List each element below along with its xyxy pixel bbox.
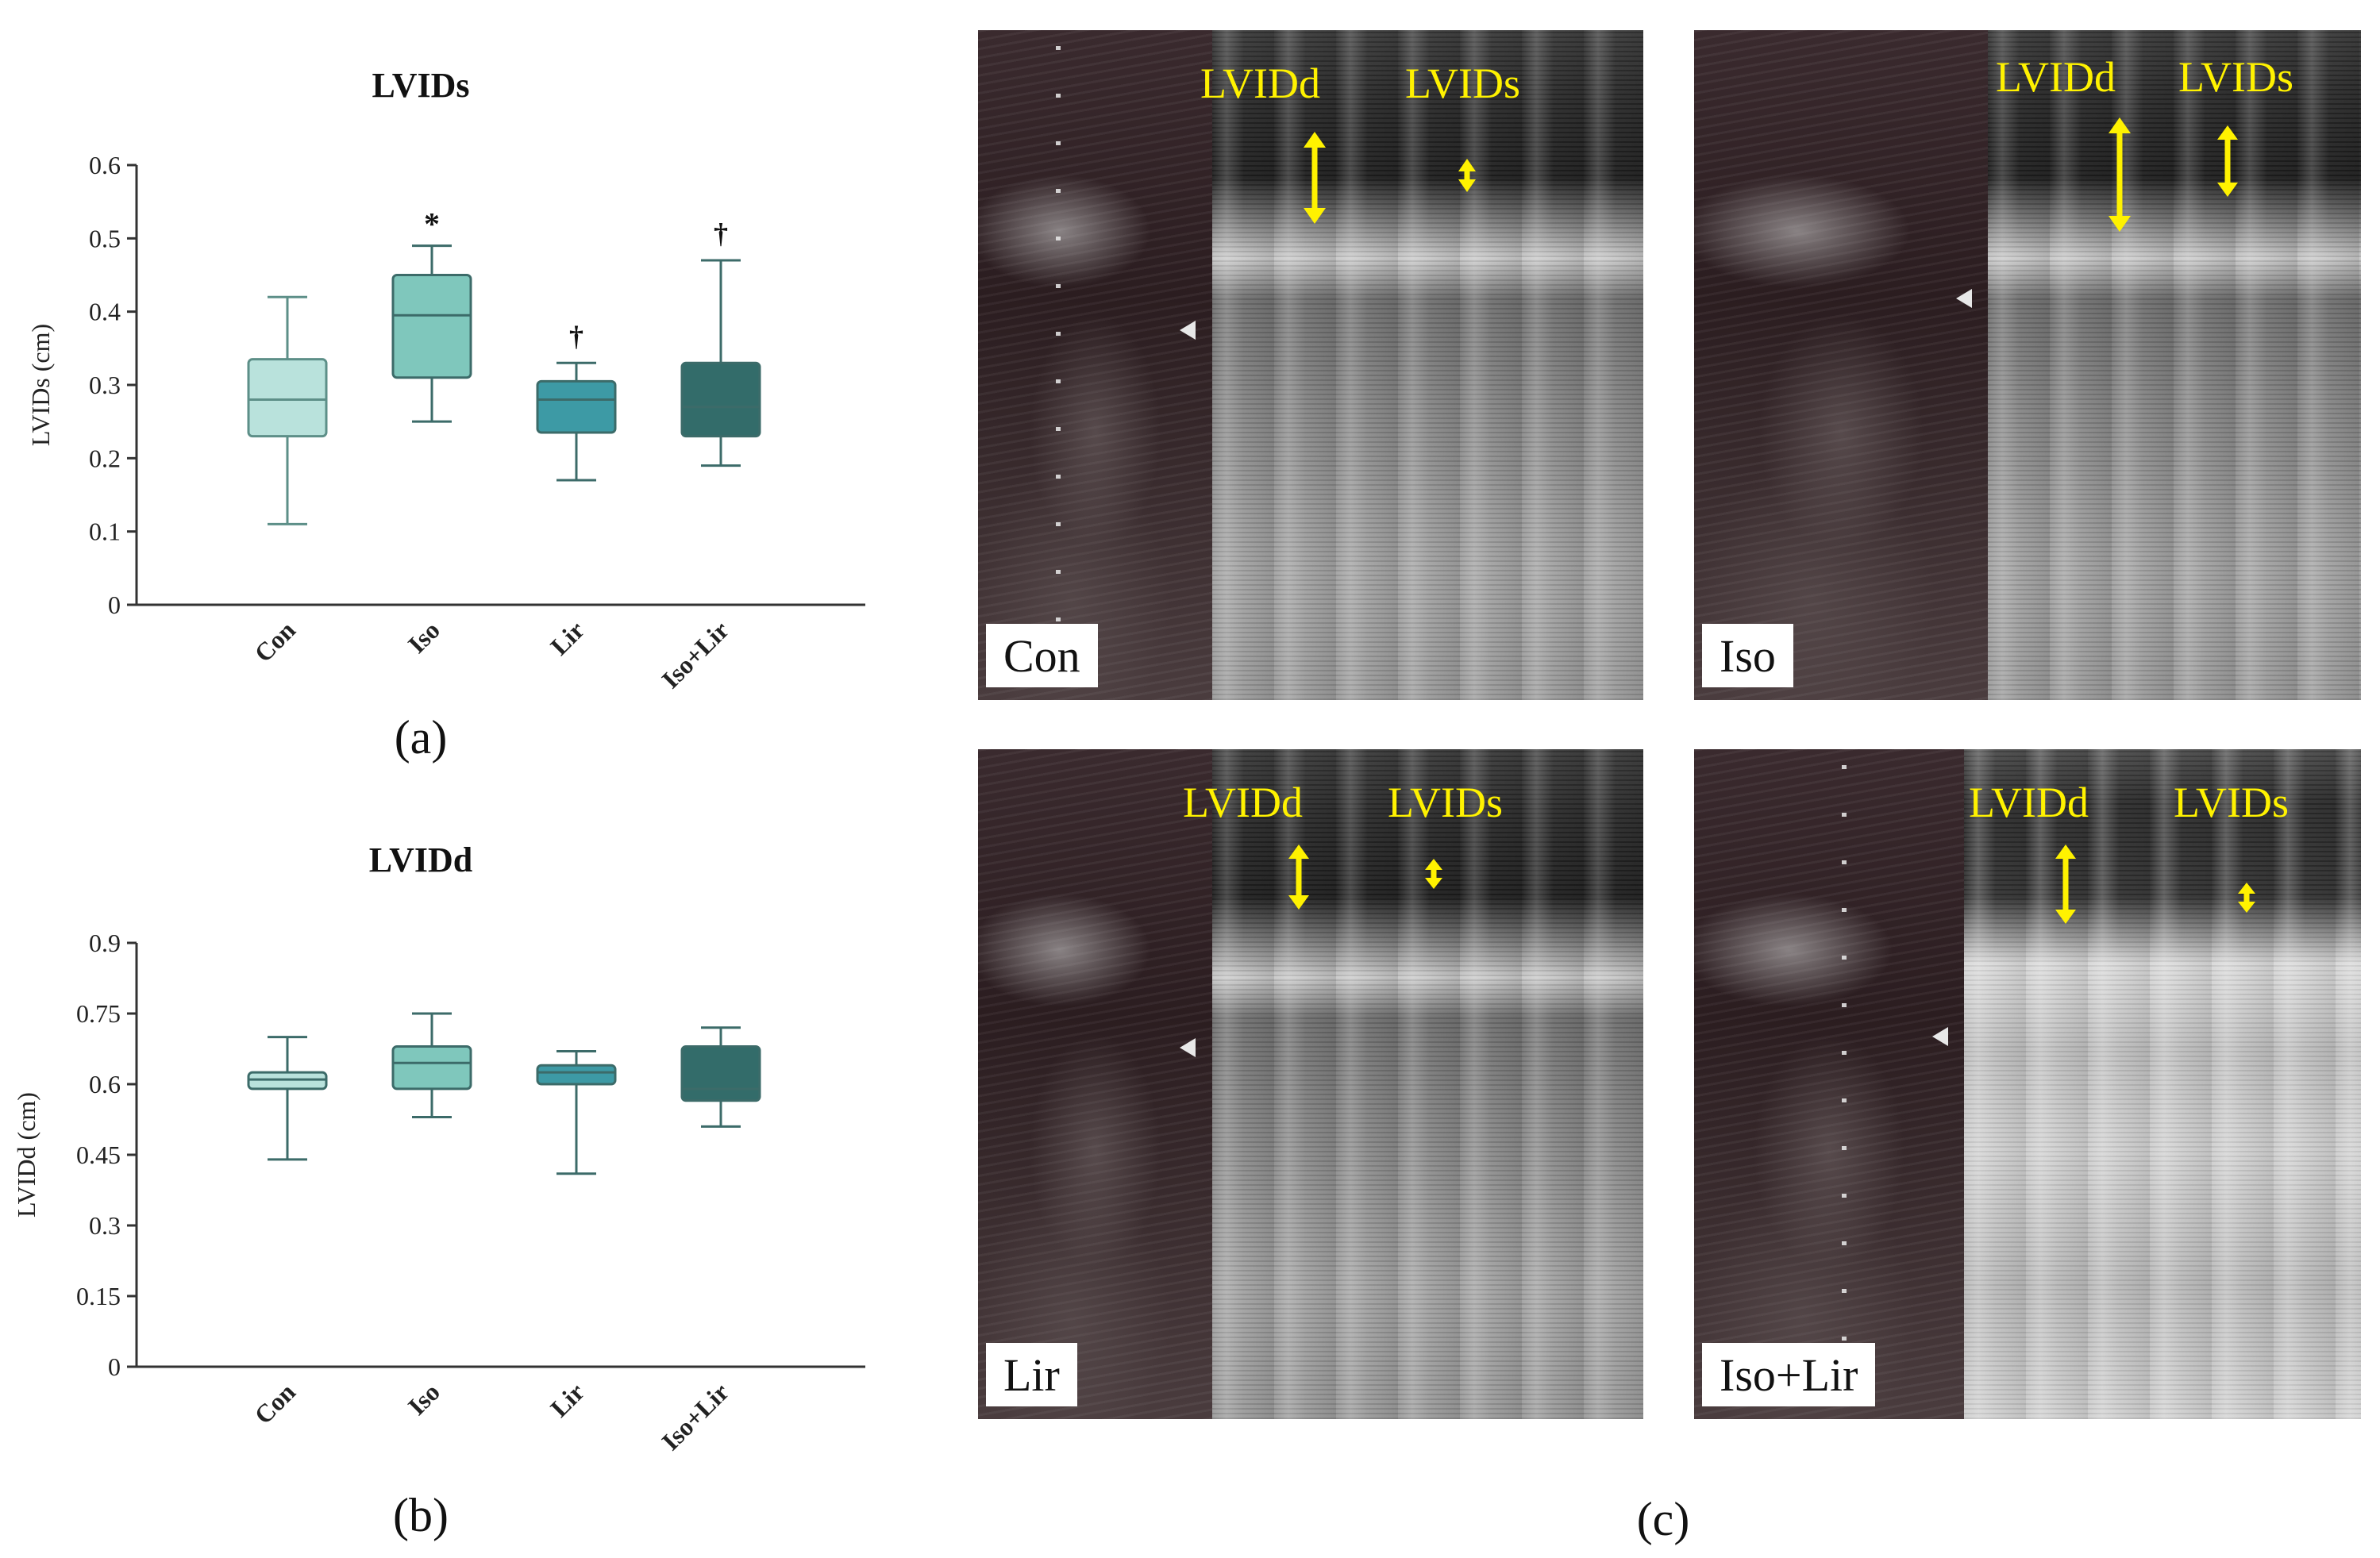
x-tick-label: Lir — [545, 1377, 590, 1422]
ultrasound-m-mode — [1988, 30, 2361, 700]
label-lvids: LVIDs — [1388, 779, 1504, 826]
box-Lir — [536, 1064, 617, 1086]
y-axis-label: LVIDs (cm) — [26, 324, 55, 446]
ultrasound-2d-view — [1694, 30, 1988, 700]
y-tick-label: 0.15 — [76, 1282, 121, 1310]
significance-marker: † — [714, 217, 728, 249]
panel-label-a: (a) — [394, 711, 448, 764]
x-tick-label: Iso — [402, 615, 445, 658]
group-tag: Iso+Lir — [1702, 1343, 1876, 1406]
box-Iso — [391, 274, 472, 379]
label-lvids: LVIDs — [2174, 779, 2289, 826]
ultrasound-m-mode — [1212, 30, 1643, 700]
y-tick-label: 0.6 — [89, 1070, 121, 1098]
box-Iso — [391, 1045, 472, 1091]
chart-title: LVIDd — [369, 841, 472, 879]
y-tick-label: 0 — [108, 1352, 121, 1381]
x-tick-label: Con — [248, 1377, 301, 1429]
ultrasound-2d-view — [978, 30, 1212, 700]
label-lvids: LVIDs — [2178, 53, 2294, 101]
label-lvids: LVIDs — [1405, 60, 1521, 107]
y-tick-label: 0.4 — [89, 298, 121, 326]
scan-marker-icon — [1932, 1027, 1948, 1046]
x-tick-label: Con — [248, 615, 301, 667]
scan-marker-icon — [1180, 1038, 1196, 1057]
significance-marker: † — [569, 320, 583, 352]
x-tick-label: Lir — [545, 615, 590, 660]
y-tick-label: 0.75 — [76, 999, 121, 1028]
box-Lir — [536, 379, 617, 434]
label-lvidd: LVIDd — [1969, 779, 2089, 826]
scan-marker-icon — [1180, 321, 1196, 340]
ultrasound-panel-con: LVIDd LVIDs Con — [978, 30, 1643, 700]
x-tick-label: Iso+Lir — [656, 1377, 734, 1456]
measurement-arrows — [1288, 844, 1442, 910]
y-tick-label: 0.9 — [89, 929, 121, 957]
measurement-arrows — [2055, 844, 2255, 924]
ultrasound-2d-view — [978, 749, 1212, 1419]
y-axis-label: LVIDd (cm) — [12, 1092, 40, 1218]
label-lvidd: LVIDd — [1996, 53, 2116, 101]
group-tag: Con — [986, 624, 1098, 687]
y-tick-label: 0.1 — [89, 517, 121, 546]
y-tick-label: 0.5 — [89, 224, 121, 252]
box-Iso+Lir — [680, 361, 761, 438]
measurement-arrows — [1304, 132, 1476, 224]
label-lvidd: LVIDd — [1200, 60, 1321, 107]
panel-label-c: (c) — [1636, 1493, 1690, 1545]
box-plots: LVIDs 0 0.1 0.2 0.3 0.4 0.5 0.6 LVIDs (cm) Con * Is… — [12, 66, 865, 1456]
group-tag: Iso — [1702, 624, 1793, 687]
x-tick-label: Iso — [402, 1377, 445, 1420]
significance-marker: * — [424, 206, 440, 242]
y-tick-label: 0.2 — [89, 444, 121, 472]
y-tick-label: 0.6 — [89, 151, 121, 179]
ultrasound-panel-iso-lir: LVIDd LVIDs Iso+Lir — [1694, 749, 2361, 1419]
scan-marker-icon — [1956, 289, 1972, 308]
box-Iso+Lir — [680, 1045, 761, 1102]
x-tick-label: Iso+Lir — [656, 615, 734, 694]
ultrasound-m-mode — [1964, 749, 2361, 1419]
depth-scale-dots — [1056, 46, 1061, 684]
box-Con — [247, 358, 328, 438]
panel-label-b: (b) — [393, 1489, 449, 1541]
y-tick-label: 0.45 — [76, 1141, 121, 1169]
y-tick-label: 0.3 — [89, 1211, 121, 1240]
ultrasound-panel-lir: LVIDd LVIDs Lir — [978, 749, 1643, 1419]
chart-title: LVIDs — [372, 66, 469, 105]
ultrasound-panel-iso: LVIDd LVIDs Iso — [1694, 30, 2361, 700]
depth-scale-dots — [1842, 765, 1847, 1403]
group-tag: Lir — [986, 1343, 1077, 1406]
y-tick-label: 0.3 — [89, 371, 121, 399]
measurement-arrows — [2108, 117, 2238, 232]
ultrasound-2d-view — [1694, 749, 1964, 1419]
ultrasound-m-mode — [1212, 749, 1643, 1419]
label-lvidd: LVIDd — [1183, 779, 1304, 826]
y-tick-label: 0 — [108, 591, 121, 619]
